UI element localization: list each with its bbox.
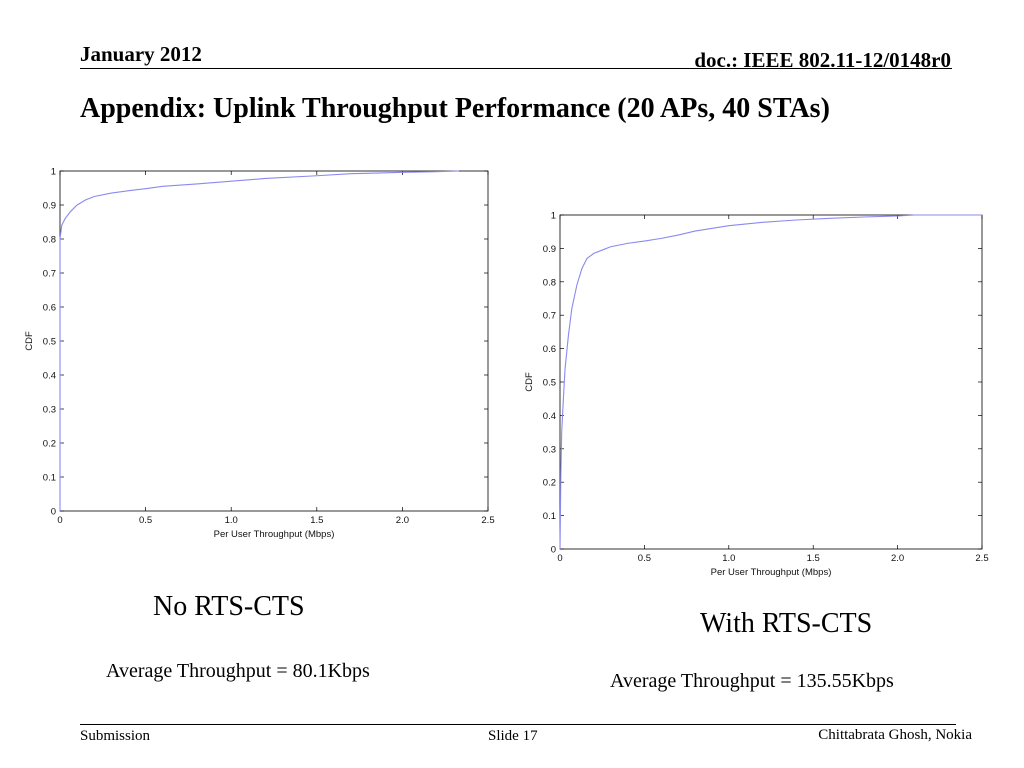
y-tick-label: 0.3 [543,444,556,455]
header-doc-id: doc.: IEEE 802.11-12/0148r0 [694,48,951,72]
y-tick-label: 0.2 [543,478,556,489]
average-throughput-no-rts-cts: Average Throughput = 80.1Kbps [106,660,370,682]
x-tick-label: 0.5 [139,515,152,526]
x-tick-label: 0.5 [638,553,651,564]
y-tick-label: 0.4 [543,411,556,422]
cdf-series-line [559,214,982,550]
plot-frame [559,214,983,550]
x-axis-label: Per User Throughput (Mbps) [711,567,832,578]
y-tick-label: 0 [51,507,56,518]
y-tick-label: 0.8 [43,235,56,246]
y-tick-label: 0.2 [43,439,56,450]
y-axis-label: CDF [24,331,35,351]
footer-slide-number: Slide 17 [488,728,538,744]
y-tick-label: 0.9 [43,201,56,212]
y-tick-label: 0.1 [43,473,56,484]
x-tick-label: 0 [57,515,62,526]
y-tick-label: 0.7 [43,269,56,280]
y-axis-label: CDF [524,372,535,392]
y-tick-label: 0.9 [543,244,556,255]
footer-divider [80,724,956,725]
x-tick-label: 2.5 [975,553,988,564]
x-tick-label: 2.0 [891,553,904,564]
y-tick-label: 0.1 [543,511,556,522]
x-axis-label: Per User Throughput (Mbps) [214,529,335,540]
caption-no-rts-cts: No RTS-CTS [153,591,305,622]
header-date: January 2012 [80,42,202,66]
footer-author: Chittabrata Ghosh, Nokia [818,727,972,743]
y-tick-label: 1 [551,211,556,222]
cdf-chart-no-rts-cts: 0 0.5 1.0 1.5 2.0 2.5 0 0.1 0.2 0.3 0.4 0.5 0.6 0.7 0.… [22,158,500,544]
y-tick-label: 0.7 [543,311,556,322]
slide-title: Appendix: Uplink Throughput Performance … [80,93,830,124]
caption-with-rts-cts: With RTS-CTS [700,608,873,639]
plot-frame [59,170,489,512]
x-tick-label: 1.0 [722,553,735,564]
x-tick-label: 1.5 [807,553,820,564]
x-tick-label: 1.0 [225,515,238,526]
y-tick-label: 0.6 [543,344,556,355]
cdf-chart-with-rts-cts: 0 0.5 1.0 1.5 2.0 2.5 0 0.1 0.2 0.3 0.4 0.5 0.6 0.7 0.… [520,203,1000,589]
footer-submission: Submission [80,728,151,744]
x-tick-label: 2.0 [396,515,409,526]
y-tick-label: 0.3 [43,405,56,416]
y-tick-label: 0.4 [43,371,56,382]
header-divider [80,68,952,69]
y-tick-label: 0 [551,545,556,556]
cdf-series-line [59,170,459,511]
x-tick-label: 1.5 [310,515,323,526]
y-tick-label: 0.8 [543,277,556,288]
x-tick-label: 0 [557,553,562,564]
y-tick-label: 1 [51,167,56,178]
average-throughput-with-rts-cts: Average Throughput = 135.55Kbps [610,670,894,692]
y-tick-label: 0.6 [43,303,56,314]
y-tick-label: 0.5 [43,337,56,348]
y-tick-label: 0.5 [543,378,556,389]
x-tick-label: 2.5 [481,515,494,526]
